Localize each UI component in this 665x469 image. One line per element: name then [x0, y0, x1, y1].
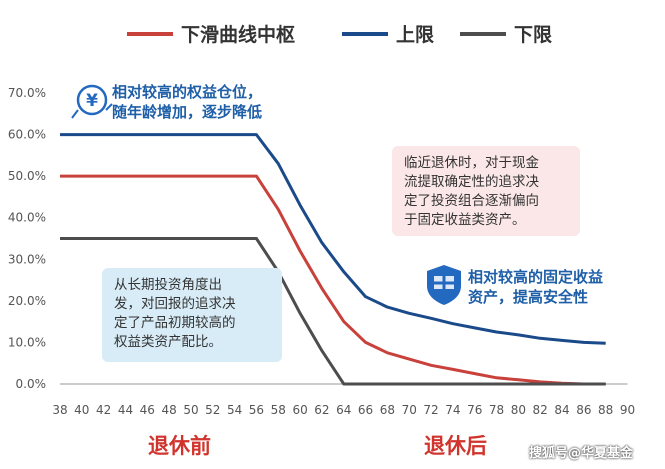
x-tick-label: 56 — [249, 403, 264, 417]
long-term-note: 从长期投资角度出 发，对回报的追求决 定了产品初期较高的 权益类资产配比。 — [102, 268, 282, 362]
x-tick-label: 72 — [423, 403, 438, 417]
y-tick-label: 40.0% — [8, 211, 46, 225]
y-tick-label: 50.0% — [8, 169, 46, 183]
x-tick-label: 82 — [533, 403, 548, 417]
x-tick-label: 50 — [183, 403, 198, 417]
x-tick-label: 42 — [96, 403, 111, 417]
equity-note: 相对较高的权益仓位， 随年龄增加，逐步降低 — [112, 83, 263, 121]
x-tick-label: 58 — [271, 403, 286, 417]
x-tick-label: 76 — [467, 403, 482, 417]
series-line — [60, 133, 606, 345]
x-tick-label: 68 — [380, 403, 395, 417]
watermark: 搜狐号@华夏基金 — [529, 446, 634, 461]
y-tick-label: 20.0% — [8, 294, 46, 308]
x-tick-label: 54 — [227, 403, 242, 417]
pre-retirement-label: 退休前 — [148, 434, 211, 458]
x-tick-label: 46 — [140, 403, 155, 417]
x-tick-label: 44 — [118, 403, 133, 417]
x-tick-label: 74 — [445, 403, 460, 417]
y-tick-label: 60.0% — [8, 128, 46, 142]
x-tick-label: 66 — [358, 403, 373, 417]
x-tick-label: 70 — [402, 403, 417, 417]
x-tick-label: 38 — [52, 403, 67, 417]
legend-label: 下滑曲线中枢 — [181, 23, 295, 46]
y-tick-label: 70.0% — [8, 86, 46, 100]
x-tick-label: 86 — [576, 403, 591, 417]
x-tick-label: 40 — [74, 403, 89, 417]
x-tick-label: 84 — [554, 403, 569, 417]
svg-text:¥: ¥ — [86, 91, 98, 111]
x-tick-label: 60 — [292, 403, 307, 417]
series-line — [60, 174, 606, 386]
x-tick-label: 90 — [620, 403, 635, 417]
x-tick-label: 88 — [598, 403, 613, 417]
y-tick-label: 0.0% — [16, 377, 47, 391]
y-tick-label: 10.0% — [8, 335, 46, 349]
y-tick-label: 30.0% — [8, 252, 46, 266]
x-tick-label: 80 — [511, 403, 526, 417]
legend: 下滑曲线中枢 上限 下限 — [127, 23, 552, 46]
series-lines — [60, 133, 606, 386]
axes: 0.0% 10.0% 20.0% 30.0% 40.0% 50.0% 60.0% 70.0% 3… — [8, 86, 635, 417]
yen-icon: ¥ — [71, 84, 113, 119]
x-tick-label: 52 — [205, 403, 220, 417]
fixed-income-note: 相对较高的固定收益 资产，提高安全性 — [468, 268, 604, 306]
retirement-note: 临近退休时，对于现金 流提取确定性的追求决 定了投资组合逐渐偏向 于固定收益类资… — [392, 146, 580, 236]
series-line — [60, 237, 606, 386]
x-tick-label: 78 — [489, 403, 504, 417]
post-retirement-label: 退休后 — [424, 434, 487, 458]
legend-label: 上限 — [396, 24, 434, 46]
x-tick-label: 48 — [161, 403, 176, 417]
legend-label: 下限 — [514, 24, 552, 46]
x-tick-label: 62 — [314, 403, 329, 417]
x-tick-label: 64 — [336, 403, 351, 417]
shield-icon — [427, 265, 461, 305]
